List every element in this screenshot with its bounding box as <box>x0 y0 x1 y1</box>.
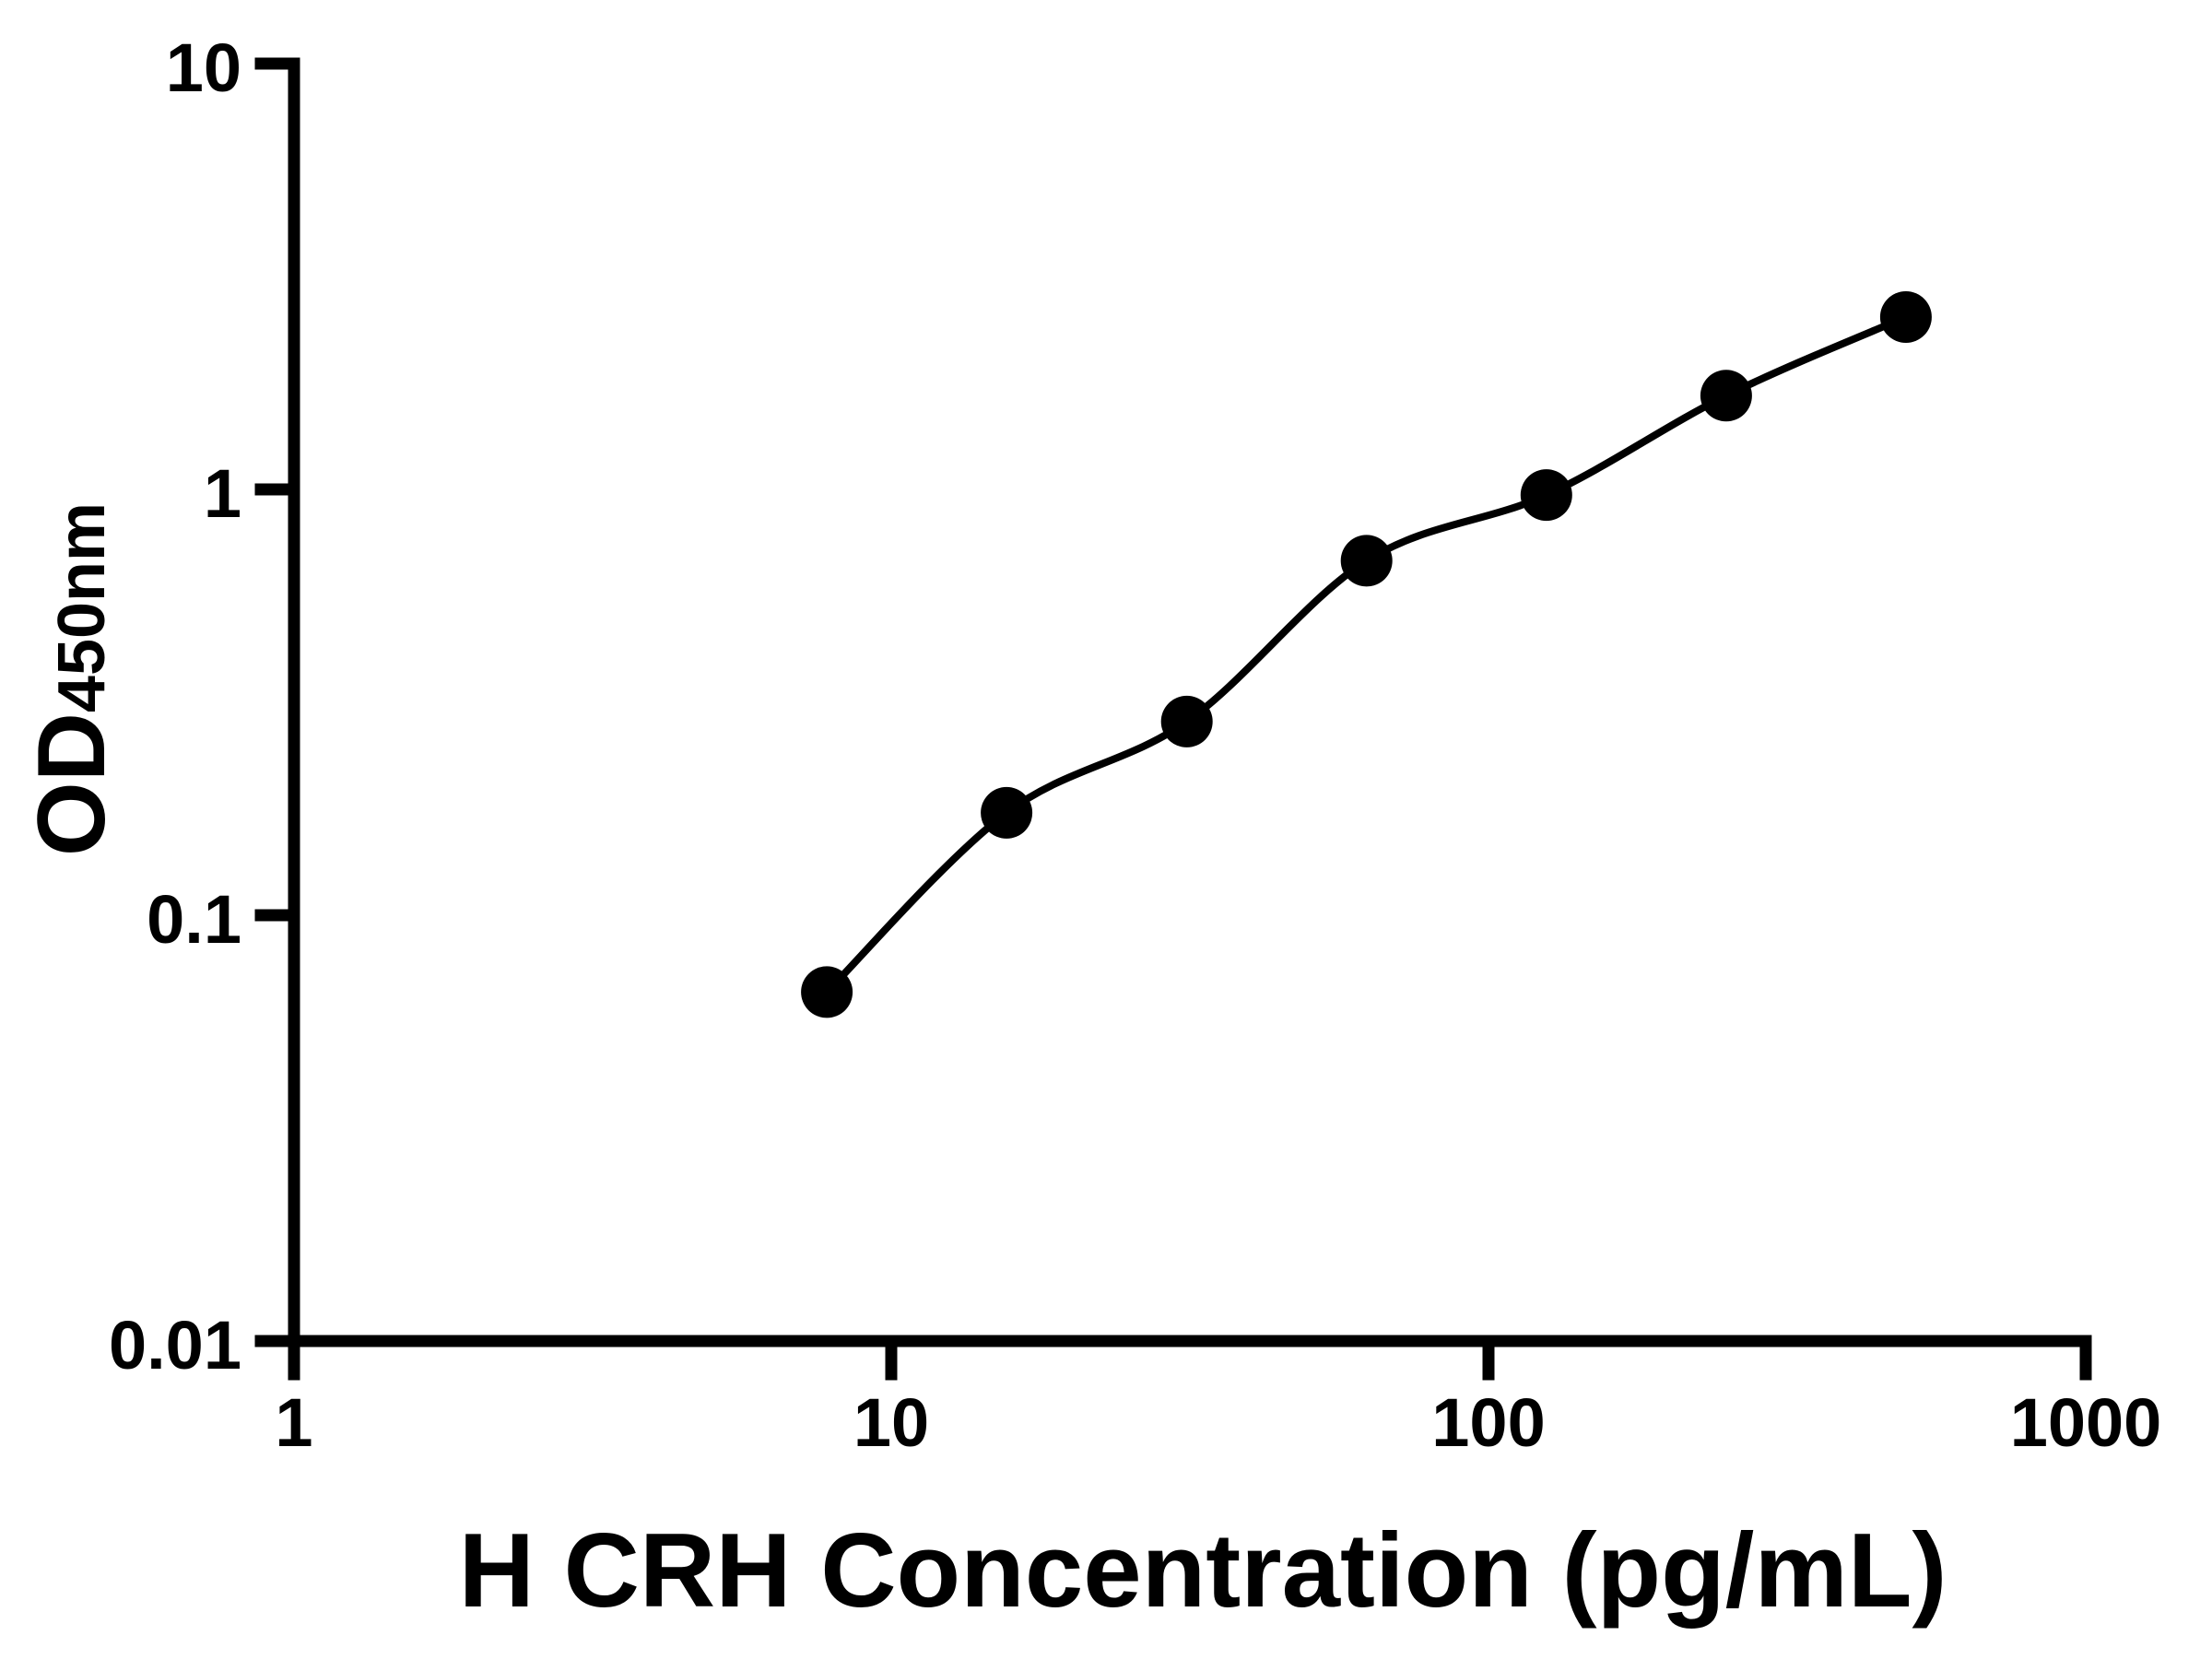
data-point <box>1340 535 1393 587</box>
x-axis-ticks <box>288 1335 2092 1381</box>
data-point <box>1520 469 1572 522</box>
standard-curve-line <box>823 313 1910 996</box>
y-axis-title-subscript: 450nm <box>45 501 119 713</box>
y-tick-label: 1 <box>203 455 241 532</box>
axes <box>288 57 2092 1347</box>
fitted-curve <box>823 313 1910 996</box>
y-axis-title-main: OD <box>18 712 125 857</box>
y-tick-label: 10 <box>165 29 241 106</box>
data-point <box>1879 291 1932 343</box>
x-tick-label: 100 <box>1431 1384 1546 1461</box>
y-tick-label: 0.01 <box>108 1307 241 1383</box>
data-point <box>1700 370 1752 422</box>
data-points <box>801 291 1932 1018</box>
x-tick-label: 1 <box>275 1384 313 1461</box>
y-axis-title: OD450nm <box>18 501 125 856</box>
x-axis-title: H CRH Concentration (pg/mL) <box>458 1512 1947 1630</box>
data-point <box>801 966 853 1018</box>
data-point <box>981 786 1033 839</box>
x-tick-label: 10 <box>853 1384 930 1461</box>
data-point <box>1160 695 1213 747</box>
y-tick-label: 0.1 <box>147 881 241 958</box>
x-tick-label: 1000 <box>2009 1384 2162 1461</box>
